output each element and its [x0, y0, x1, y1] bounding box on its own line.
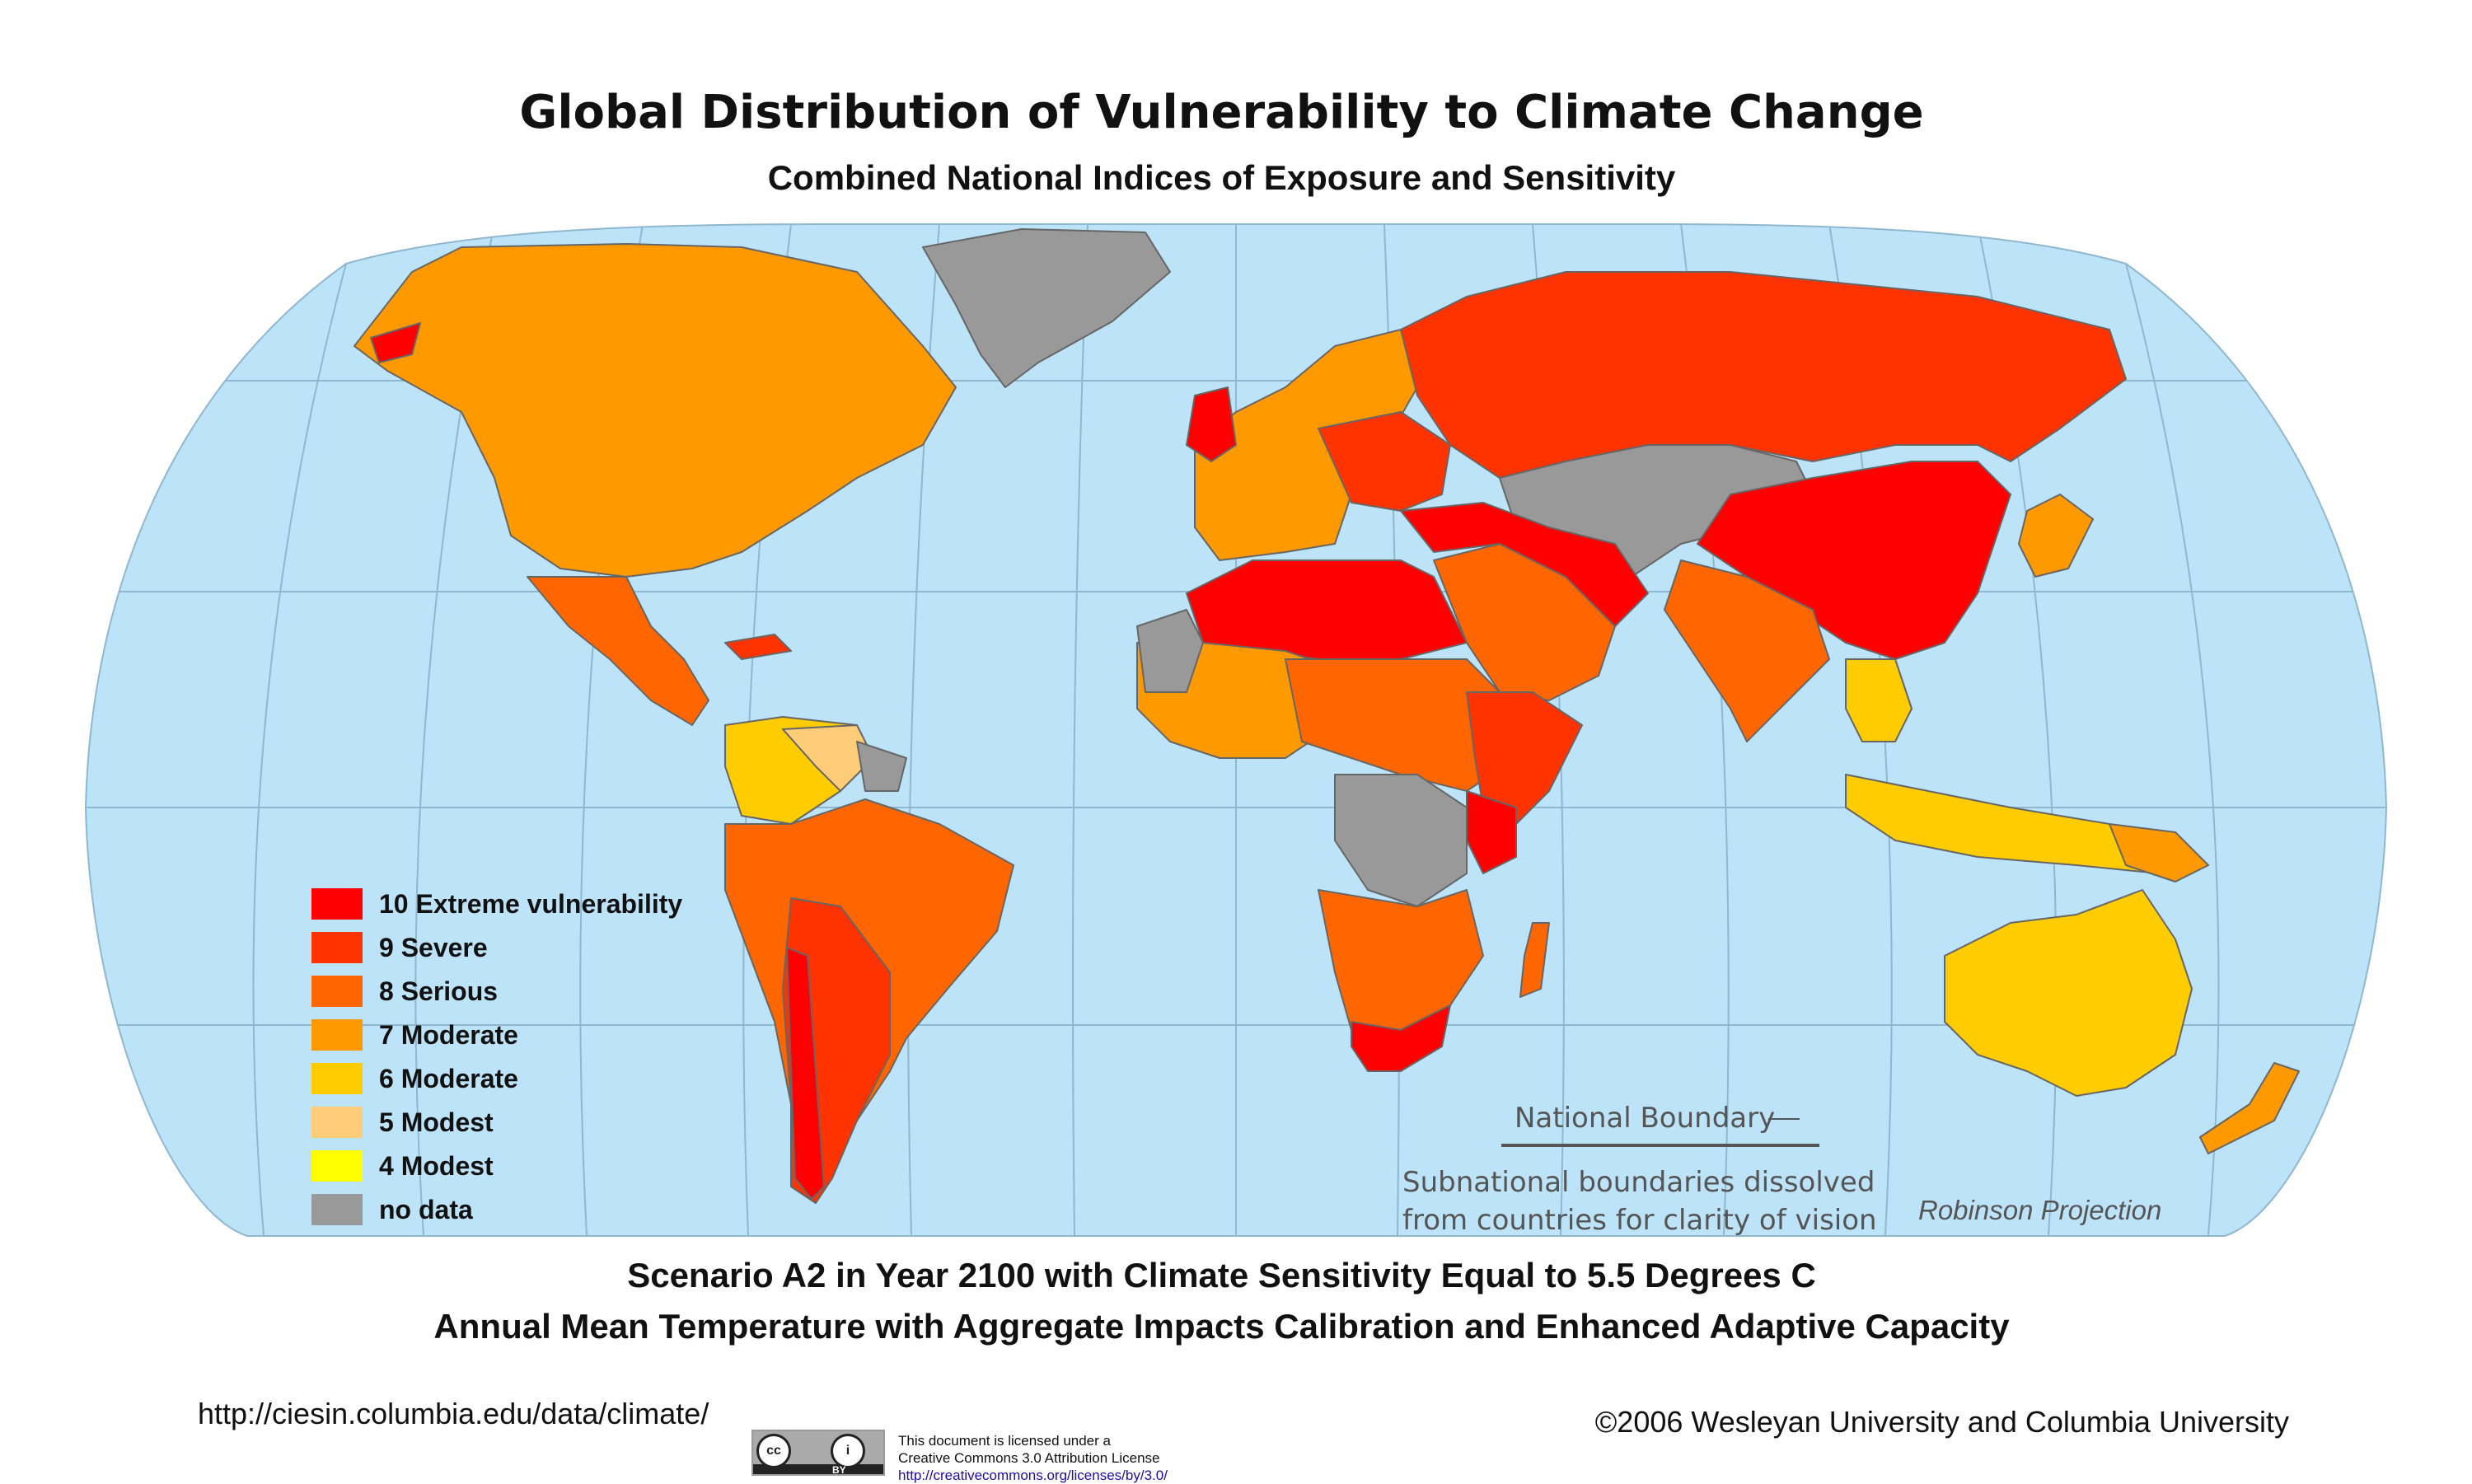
- cc-by-label: BY: [832, 1464, 846, 1476]
- western-sahara: [1136, 609, 1204, 693]
- new-guinea: [2109, 823, 2209, 882]
- legend-label: 8 Serious: [379, 976, 499, 1006]
- greenland: [922, 228, 1171, 388]
- map-title: Global Distribution of Vulnerability to …: [519, 86, 1924, 139]
- attribution-icon: i: [831, 1434, 865, 1468]
- legend-swatch: [311, 1063, 363, 1094]
- projection-label: Robinson Projection: [1918, 1195, 2162, 1225]
- copyright: ©2006 Wesleyan University and Columbia U…: [1594, 1405, 2289, 1439]
- south-africa: [1351, 1004, 1451, 1072]
- subnational-note-line1: Subnational boundaries dissolved: [1402, 1166, 1875, 1199]
- legend-item: 4 Modest: [311, 1148, 494, 1184]
- legend-label: 9 Severe: [379, 932, 488, 962]
- legend-label: no data: [379, 1194, 473, 1224]
- east-africa: [1466, 790, 1517, 874]
- venezuela-modest: [782, 724, 874, 792]
- alaska-tip: [370, 322, 421, 363]
- legend-label: 6 Moderate: [379, 1063, 518, 1093]
- map-subtitle: Combined National Indices of Exposure an…: [767, 158, 1676, 197]
- mexico-central-america: [527, 576, 709, 726]
- india: [1664, 559, 1830, 742]
- horn-of-africa: [1466, 691, 1583, 825]
- japan-korea: [2018, 494, 2094, 578]
- chile-extreme: [786, 947, 825, 1200]
- legend-label: 5 Modest: [379, 1107, 494, 1137]
- north-america: [353, 243, 957, 578]
- madagascar: [1519, 922, 1550, 998]
- legend-swatch: [311, 932, 363, 963]
- license-line1: This document is licensed under a: [898, 1433, 1111, 1449]
- cc-license-badge[interactable]: cc i BY: [751, 1430, 885, 1476]
- eastern-europe: [1318, 411, 1451, 512]
- license-link[interactable]: http://creativecommons.org/licenses/by/3…: [898, 1468, 1168, 1483]
- legend-label: 10 Extreme vulnerability: [379, 888, 683, 919]
- subnational-note: Subnational boundaries dissolved from co…: [1402, 1163, 1877, 1239]
- uk-ireland: [1186, 386, 1237, 462]
- legend-item: 7 Moderate: [311, 1017, 518, 1053]
- southeast-asia: [1845, 658, 1913, 742]
- legend-item: 8 Serious: [311, 973, 498, 1009]
- legend-swatch: [311, 1150, 363, 1182]
- turkey-iran: [1400, 502, 1649, 627]
- legend-swatch: [311, 976, 363, 1007]
- source-url[interactable]: http://ciesin.columbia.edu/data/climate/: [198, 1397, 709, 1430]
- legend-swatch: [311, 1019, 363, 1051]
- license-line2: Creative Commons 3.0 Attribution License: [898, 1450, 1160, 1466]
- legend-label: 7 Moderate: [379, 1019, 518, 1050]
- legend-item: 5 Modest: [311, 1104, 494, 1140]
- cc-icon: cc: [756, 1434, 791, 1468]
- legend-swatch: [311, 1194, 363, 1225]
- legend-label: 4 Modest: [379, 1150, 494, 1181]
- land-masses: [353, 228, 2300, 1204]
- north-africa: [1186, 559, 1468, 660]
- boundary-key-line: [1501, 1144, 1819, 1147]
- australia: [1944, 889, 2193, 1097]
- license-text: This document is licensed under a Creati…: [898, 1432, 1168, 1484]
- congo-nodata: [1334, 774, 1468, 907]
- legend-item: no data: [311, 1191, 473, 1228]
- new-zealand: [2199, 1062, 2300, 1154]
- legend-swatch: [311, 888, 363, 920]
- scenario-line-2: Annual Mean Temperature with Aggregate I…: [433, 1307, 2010, 1346]
- legend-item: 6 Moderate: [311, 1060, 518, 1097]
- guianas: [856, 741, 907, 792]
- boundary-key-tick: [1768, 1118, 1800, 1120]
- caribbean: [724, 634, 792, 660]
- subnational-note-line2: from countries for clarity of vision: [1402, 1204, 1877, 1237]
- legend-item: 10 Extreme vulnerability: [311, 886, 682, 922]
- legend-item: 9 Severe: [311, 929, 488, 966]
- legend-swatch: [311, 1107, 363, 1138]
- scenario-line-1: Scenario A2 in Year 2100 with Climate Se…: [627, 1256, 1816, 1294]
- boundary-key-label: National Boundary: [1515, 1102, 1776, 1135]
